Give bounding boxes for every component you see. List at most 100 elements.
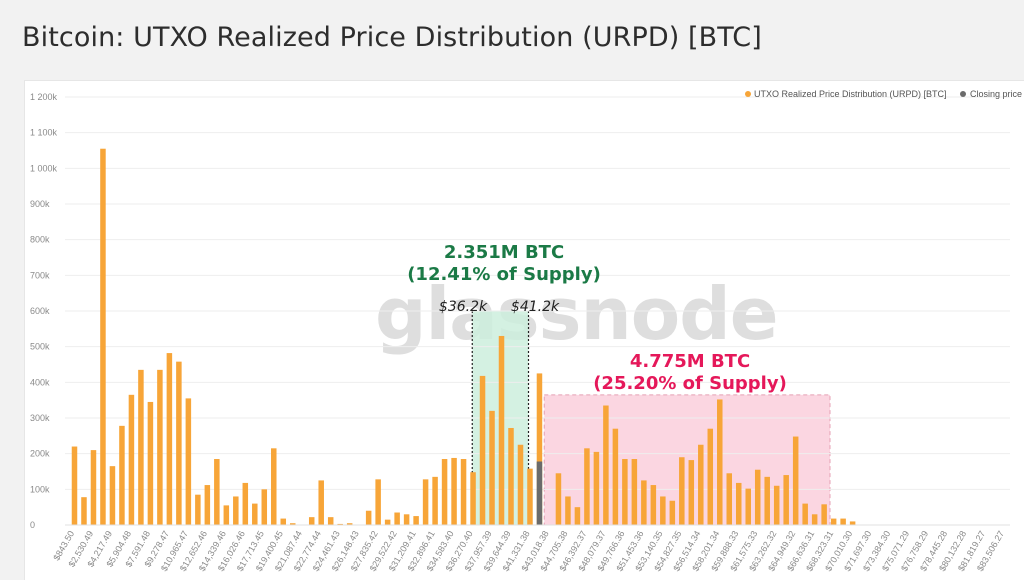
urpd-bar[interactable] [460,459,467,525]
legend-urpd-label[interactable]: UTXO Realized Price Distribution (URPD) … [754,89,947,99]
urpd-bar[interactable] [669,500,676,525]
urpd-bar[interactable] [394,512,400,525]
price-high-label: $41.2k [511,299,560,315]
urpd-bar[interactable] [584,448,590,525]
urpd-bar[interactable] [745,488,751,525]
green-range-share: (12.41% of Supply) [407,264,601,285]
urpd-bar[interactable] [631,459,638,525]
pink-range-share: (25.20% of Supply) [593,373,787,394]
annotations: 2.351M BTC (12.41% of Supply) $36.2k $41… [407,242,787,394]
urpd-bar[interactable] [830,518,837,525]
urpd-bar[interactable] [242,482,249,525]
urpd-bar[interactable] [764,476,770,525]
legend-urpd-marker [745,91,751,97]
urpd-bar[interactable] [365,510,372,525]
urpd-bar[interactable] [508,427,514,525]
urpd-bar[interactable] [403,514,410,525]
urpd-bar[interactable] [735,482,742,525]
pink-range-btc: 4.775M BTC [630,351,750,372]
y-tick-label: 1 200k [30,92,58,102]
urpd-bar[interactable] [185,398,192,525]
urpd-bar[interactable] [318,480,324,525]
urpd-bar[interactable] [754,469,761,525]
urpd-bar[interactable] [451,457,457,525]
urpd-bar[interactable] [157,369,163,525]
urpd-bar[interactable] [441,459,448,525]
urpd-bar[interactable] [603,405,609,525]
urpd-bar[interactable] [650,485,657,525]
urpd-bar[interactable] [726,473,733,525]
legend-closing-marker [960,91,966,97]
urpd-bar[interactable] [337,523,343,525]
urpd-bar[interactable] [698,444,704,525]
urpd-bar[interactable] [90,450,97,525]
y-tick-label: 600k [30,306,50,316]
urpd-bar[interactable] [308,517,315,525]
urpd-bar[interactable] [840,518,846,525]
x-axis: $843.50$2,530.49$4,217.49$5,904.48$7,591… [51,524,1010,573]
urpd-bar[interactable] [81,497,87,525]
urpd-bar[interactable] [223,505,230,525]
urpd-bar[interactable] [773,485,780,525]
urpd-bar[interactable] [688,460,695,525]
urpd-bar[interactable] [109,466,116,525]
urpd-bar[interactable] [679,457,685,525]
urpd-bar[interactable] [346,523,353,525]
urpd-bar[interactable] [707,428,714,525]
urpd-bar[interactable] [622,459,628,525]
urpd-bar[interactable] [536,373,543,525]
urpd-bar[interactable] [204,485,211,525]
y-tick-label: 1 000k [30,163,58,173]
urpd-bar[interactable] [527,468,533,525]
legend: UTXO Realized Price Distribution (URPD) … [745,89,1022,99]
urpd-bar[interactable] [574,507,581,525]
urpd-bar[interactable] [280,518,287,525]
pink-range-band [543,394,831,526]
urpd-bar[interactable] [565,496,571,525]
urpd-bar[interactable] [271,448,277,525]
urpd-bar[interactable] [214,459,220,525]
urpd-bar[interactable] [71,446,78,525]
urpd-bar[interactable] [641,480,647,525]
urpd-bar[interactable] [783,475,789,525]
urpd-bar[interactable] [811,514,818,525]
urpd-bar[interactable] [660,496,666,525]
urpd-bar[interactable] [498,335,505,525]
urpd-bar[interactable] [375,479,381,525]
urpd-bar[interactable] [470,472,476,525]
urpd-bar[interactable] [384,519,391,525]
urpd-bar[interactable] [176,361,182,525]
urpd-bar[interactable] [479,375,486,525]
urpd-bar[interactable] [128,394,135,525]
urpd-bar[interactable] [195,494,201,525]
urpd-bar[interactable] [792,436,799,525]
urpd-bar[interactable] [422,479,429,525]
urpd-bar[interactable] [489,410,495,525]
urpd-bar[interactable] [233,496,239,525]
watermark: glassnode [375,272,779,356]
price-low-label: $36.2k [439,299,488,315]
urpd-bar[interactable] [166,353,173,525]
watermark-text: glassnode [375,272,778,356]
urpd-bar[interactable] [289,523,296,525]
urpd-bar[interactable] [593,451,600,525]
urpd-bar[interactable] [612,428,619,525]
urpd-bar[interactable] [849,521,856,525]
urpd-bar[interactable] [100,148,106,525]
urpd-bar[interactable] [147,401,154,525]
urpd-bar[interactable] [252,503,258,525]
chart-panel: glassnode 0 100k 200k 300k 400k 500k 600k 700k 8… [24,80,1024,580]
urpd-bar[interactable] [261,489,268,525]
closing-price-bar[interactable] [536,461,543,525]
urpd-bar[interactable] [432,476,438,525]
urpd-bar[interactable] [413,516,419,525]
urpd-bar[interactable] [119,425,125,525]
legend-closing-label[interactable]: Closing price [970,89,1022,99]
urpd-bar[interactable] [327,517,334,525]
urpd-bar[interactable] [517,444,524,525]
urpd-bar[interactable] [802,503,808,525]
urpd-bar[interactable] [138,369,144,525]
urpd-bar[interactable] [821,504,827,525]
urpd-bar[interactable] [717,399,723,525]
urpd-bar[interactable] [555,473,562,525]
